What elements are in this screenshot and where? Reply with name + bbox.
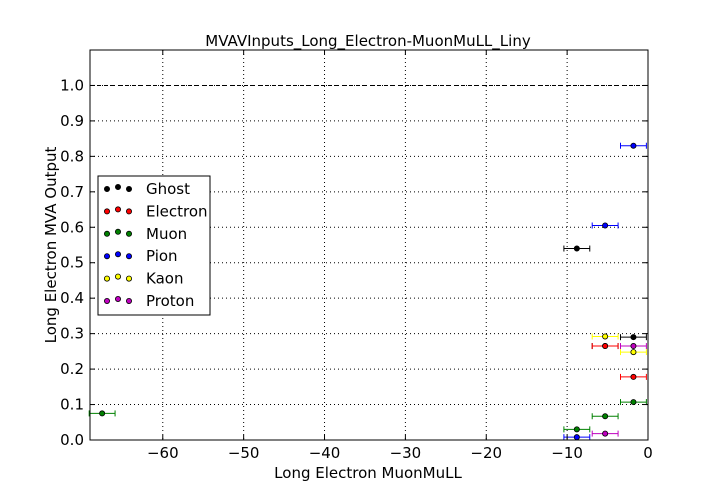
y-tick-label: 0.0 <box>60 431 84 449</box>
muon-data-point <box>602 413 609 420</box>
tick-layer: −60 −50 −40 −30 −20 −10 0 0.0 0.1 0.2 0.3 0.4 0.5 0.6… <box>60 50 653 462</box>
legend-marker-electron <box>126 208 133 215</box>
legend-label-muon: Muon <box>146 225 187 243</box>
legend-marker-proton <box>115 295 122 302</box>
legend-marker-ghost <box>104 185 111 192</box>
y-axis-label: Long Electron MVA Output <box>42 147 60 344</box>
ghost-data-point <box>573 245 580 252</box>
legend-box <box>97 175 211 316</box>
proton-data-point <box>630 343 637 350</box>
legend-marker-kaon <box>126 275 133 282</box>
legend-item-muon: Muon <box>104 225 187 243</box>
y-tick-label: 0.3 <box>60 325 84 343</box>
x-tick-label: −10 <box>551 444 583 462</box>
x-tick-label: −50 <box>228 444 260 462</box>
x-axis-label: Long Electron MuonMuLL <box>274 464 462 482</box>
muon-data-point <box>99 410 106 417</box>
legend-marker-kaon <box>104 275 111 282</box>
x-tick-label: −40 <box>309 444 341 462</box>
legend-marker-electron <box>115 206 122 213</box>
ghost-data-point <box>630 334 637 341</box>
pion-data-point <box>602 222 609 229</box>
legend-marker-muon <box>126 230 133 237</box>
y-tick-label: 0.7 <box>60 183 84 201</box>
muon-data-point <box>573 426 580 433</box>
electron-data-point <box>630 373 637 380</box>
pion-data-point <box>630 142 637 149</box>
x-tick-label: −60 <box>147 444 179 462</box>
legend-marker-pion <box>104 253 111 260</box>
legend-item-kaon: Kaon <box>104 270 183 288</box>
y-tick-label: 0.4 <box>60 289 84 307</box>
legend-marker-ghost <box>126 185 133 192</box>
legend-item-ghost: Ghost <box>104 180 190 198</box>
legend-label-kaon: Kaon <box>146 270 183 288</box>
legend-item-electron: Electron <box>104 202 208 220</box>
pion-data-point <box>573 434 580 441</box>
legend-marker-muon <box>104 230 111 237</box>
legend-marker-pion <box>126 253 133 260</box>
legend-label-ghost: Ghost <box>146 180 190 198</box>
kaon-data-point <box>630 349 637 356</box>
legend-marker-proton <box>126 297 133 304</box>
x-tick-label: 0 <box>643 444 653 462</box>
legend-marker-electron <box>104 208 111 215</box>
y-tick-label: 0.8 <box>60 147 84 165</box>
muon-data-point <box>630 399 637 406</box>
legend-label-electron: Electron <box>146 202 208 220</box>
legend-item-pion: Pion <box>104 247 178 265</box>
x-tick-label: −30 <box>390 444 422 462</box>
y-tick-label: 0.5 <box>60 254 84 272</box>
y-tick-label: 0.6 <box>60 218 84 236</box>
electron-data-point <box>602 343 609 350</box>
legend-label-pion: Pion <box>146 247 178 265</box>
proton-data-point <box>602 430 609 437</box>
series-layer <box>88 142 647 441</box>
y-tick-label: 1.0 <box>60 76 84 94</box>
legend-marker-muon <box>115 228 122 235</box>
legend-marker-ghost <box>115 183 122 190</box>
y-tick-label: 0.1 <box>60 396 84 414</box>
x-tick-label: −20 <box>470 444 502 462</box>
plot-frame <box>89 49 649 441</box>
y-tick-label: 0.2 <box>60 360 84 378</box>
legend-marker-pion <box>115 251 122 258</box>
legend-label-proton: Proton <box>146 292 194 310</box>
legend-marker-kaon <box>115 273 122 280</box>
legend-marker-proton <box>104 297 111 304</box>
kaon-data-point <box>602 333 609 340</box>
legend: Ghost Electron Muon Pion Kaon Proton <box>97 175 211 316</box>
y-tick-label: 0.9 <box>60 112 84 130</box>
chart-title: MVAVInputs_Long_Electron-MuonMuLL_Liny <box>205 32 531 51</box>
legend-item-proton: Proton <box>104 292 194 310</box>
